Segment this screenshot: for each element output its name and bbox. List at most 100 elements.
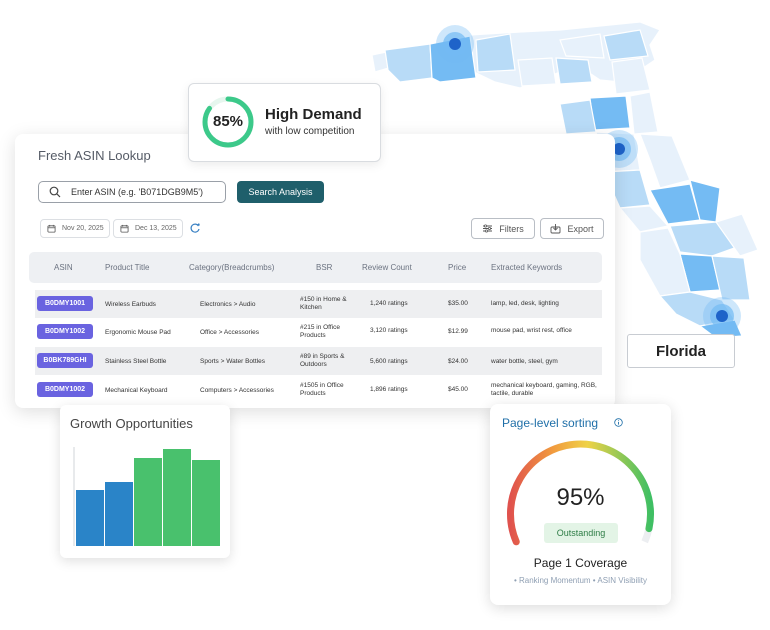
county-region bbox=[639, 133, 691, 189]
county-region bbox=[384, 43, 433, 83]
search-analysis-button[interactable]: Search Analysis bbox=[237, 181, 324, 203]
demand-progress-ring bbox=[202, 96, 254, 148]
map-state-label: Florida bbox=[627, 334, 735, 368]
product-title: Wireless Earbuds bbox=[105, 301, 156, 308]
filter-icon bbox=[483, 224, 493, 233]
export-label: Export bbox=[567, 223, 594, 234]
coverage-gauge bbox=[507, 440, 654, 546]
keywords: mechanical keyboard, gaming, RGB, tactil… bbox=[491, 382, 597, 397]
gauge-value: 95% bbox=[556, 484, 605, 511]
price: $12.99 bbox=[448, 328, 468, 335]
asin-badge[interactable]: B0DMY1001 bbox=[37, 296, 93, 311]
bsr: #215 in Office Products bbox=[300, 324, 340, 339]
chart-bar bbox=[134, 458, 162, 546]
growth-bar-chart bbox=[73, 447, 220, 546]
county-region bbox=[711, 255, 751, 301]
column-header: Price bbox=[448, 263, 467, 272]
county-region bbox=[715, 213, 759, 257]
calendar-icon bbox=[47, 224, 56, 233]
review-count: 3,120 ratings bbox=[370, 327, 408, 334]
asin-badge[interactable]: B0BK789GHI bbox=[37, 353, 93, 368]
review-count: 1,896 ratings bbox=[370, 386, 408, 393]
chart-bar bbox=[105, 482, 133, 546]
category: Electronics > Audio bbox=[200, 301, 256, 308]
table-row[interactable]: B0DMY1002 Mechanical Keyboard Computers … bbox=[35, 376, 602, 404]
bsr: #1505 in Office Products bbox=[300, 382, 344, 397]
category: Computers > Accessories bbox=[200, 387, 274, 394]
demand-percent: 85% bbox=[212, 113, 244, 130]
date-from-picker[interactable]: Nov 20, 2025 bbox=[40, 219, 110, 238]
asin-badge[interactable]: B0DMY1002 bbox=[37, 382, 93, 397]
column-header: Extracted Keywords bbox=[491, 263, 563, 272]
bsr: #150 in Home & Kitchen bbox=[300, 296, 347, 311]
price: $35.00 bbox=[448, 300, 468, 307]
export-icon bbox=[551, 224, 561, 234]
county-region bbox=[555, 57, 593, 85]
county-region bbox=[603, 29, 649, 61]
location-pin-icon[interactable] bbox=[703, 297, 741, 335]
column-header: BSR bbox=[316, 263, 333, 272]
bsr: #89 in Sports & Outdoors bbox=[300, 353, 345, 368]
search-box[interactable] bbox=[38, 181, 226, 203]
demand-progress-arc bbox=[202, 96, 254, 148]
growth-opportunities-card: Growth Opportunities bbox=[60, 405, 230, 558]
chart-bar bbox=[76, 490, 104, 546]
product-title: Mechanical Keyboard bbox=[105, 387, 168, 394]
filters-label: Filters bbox=[499, 223, 524, 234]
county-region bbox=[611, 57, 651, 95]
high-demand-card: 85% High Demand with low competition bbox=[188, 83, 381, 162]
price: $24.00 bbox=[448, 358, 468, 365]
table-row[interactable]: B0BK789GHI Stainless Steel Bottle Sports… bbox=[35, 347, 602, 375]
location-pin-icon[interactable] bbox=[436, 25, 474, 63]
product-title: Ergonomic Mouse Pad bbox=[105, 329, 171, 336]
growth-title: Growth Opportunities bbox=[70, 416, 193, 431]
county-region bbox=[589, 95, 631, 131]
export-button[interactable]: Export bbox=[540, 218, 604, 239]
info-icon[interactable] bbox=[614, 418, 623, 427]
keywords: lamp, led, desk, lighting bbox=[491, 300, 559, 307]
asin-search-input[interactable] bbox=[71, 187, 221, 197]
date-to-picker[interactable]: Dec 13, 2025 bbox=[113, 219, 183, 238]
chart-bar bbox=[163, 449, 191, 546]
coverage-tags: • Ranking Momentum • ASIN Visibility bbox=[513, 576, 648, 585]
column-header: ASIN bbox=[54, 263, 73, 272]
refresh-icon[interactable] bbox=[189, 222, 201, 234]
county-region bbox=[475, 33, 516, 73]
gauge-arc bbox=[507, 440, 654, 546]
status-badge: Outstanding bbox=[544, 523, 618, 543]
filters-button[interactable]: Filters bbox=[471, 218, 535, 239]
coverage-label: Page 1 Coverage bbox=[533, 556, 628, 570]
search-icon bbox=[49, 186, 61, 198]
county-region bbox=[629, 91, 659, 135]
florida-counties bbox=[371, 21, 759, 339]
keywords: water bottle, steel, gym bbox=[491, 358, 558, 365]
county-region bbox=[618, 205, 670, 233]
asin-lookup-panel: Fresh ASIN Lookup Search Analysis Nov 20… bbox=[15, 134, 615, 408]
calendar-icon bbox=[120, 224, 129, 233]
chart-bar bbox=[192, 460, 220, 546]
demand-title: High Demand bbox=[265, 106, 362, 123]
county-region bbox=[559, 99, 597, 135]
product-title: Stainless Steel Bottle bbox=[105, 358, 167, 365]
column-header: Review Count bbox=[362, 263, 412, 272]
column-header: Product Title bbox=[105, 263, 150, 272]
table-header: ASIN Product Title Category(Breadcrumbs)… bbox=[29, 252, 602, 283]
county-region bbox=[517, 57, 557, 87]
county-region bbox=[559, 33, 605, 59]
category: Office > Accessories bbox=[200, 329, 259, 336]
category: Sports > Water Bottles bbox=[200, 358, 265, 365]
date-to-value: Dec 13, 2025 bbox=[135, 225, 177, 232]
table-row[interactable]: B0DMY1001 Wireless Earbuds Electronics >… bbox=[35, 290, 602, 318]
page-level-sorting-card: Page-level sorting 95% Outstanding Page … bbox=[490, 404, 671, 605]
keywords: mouse pad, wrist rest, office bbox=[491, 327, 572, 334]
price: $45.00 bbox=[448, 386, 468, 393]
sorting-title: Page-level sorting bbox=[502, 416, 599, 430]
panel-title: Fresh ASIN Lookup bbox=[38, 148, 151, 163]
asin-badge[interactable]: B0DMY1002 bbox=[37, 324, 93, 339]
review-count: 1,240 ratings bbox=[370, 300, 408, 307]
date-from-value: Nov 20, 2025 bbox=[62, 225, 104, 232]
column-header: Category(Breadcrumbs) bbox=[189, 263, 275, 272]
demand-subtitle: with low competition bbox=[265, 126, 355, 137]
table-row[interactable]: B0DMY1002 Ergonomic Mouse Pad Office > A… bbox=[35, 318, 602, 346]
